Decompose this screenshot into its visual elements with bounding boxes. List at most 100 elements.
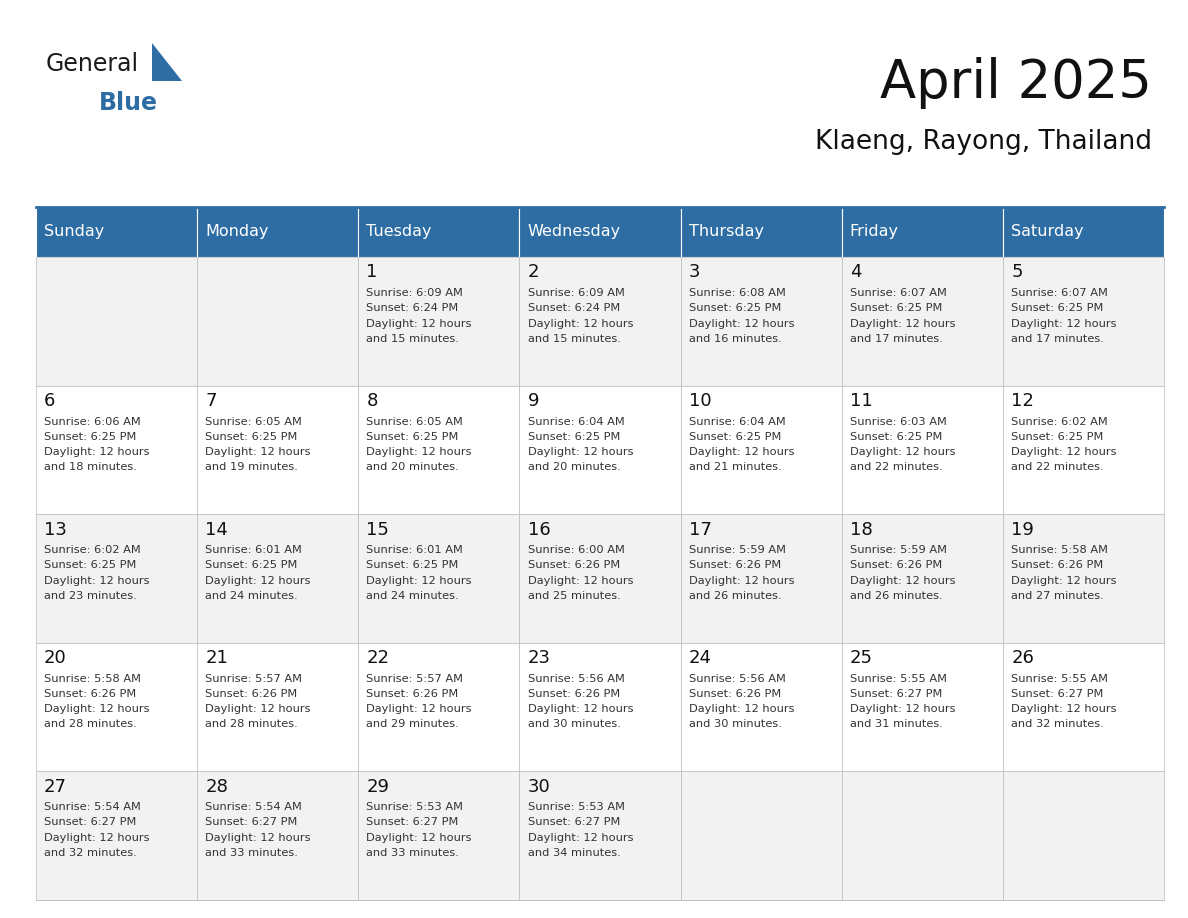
Text: 14: 14 xyxy=(206,521,228,539)
Text: Sunrise: 5:57 AM: Sunrise: 5:57 AM xyxy=(366,674,463,684)
Text: Sunrise: 5:53 AM: Sunrise: 5:53 AM xyxy=(527,802,625,812)
Text: and 24 minutes.: and 24 minutes. xyxy=(206,591,298,600)
Bar xyxy=(681,207,842,257)
Text: and 32 minutes.: and 32 minutes. xyxy=(44,848,137,857)
Bar xyxy=(842,643,1003,771)
Text: Sunset: 6:25 PM: Sunset: 6:25 PM xyxy=(366,560,459,570)
Bar xyxy=(36,207,197,257)
Text: 17: 17 xyxy=(689,521,712,539)
Text: and 30 minutes.: and 30 minutes. xyxy=(527,720,620,729)
Text: Sunset: 6:25 PM: Sunset: 6:25 PM xyxy=(44,432,137,442)
Text: and 22 minutes.: and 22 minutes. xyxy=(851,463,943,472)
Text: and 20 minutes.: and 20 minutes. xyxy=(366,463,460,472)
Bar xyxy=(36,257,197,386)
Bar xyxy=(519,386,681,514)
Text: Klaeng, Rayong, Thailand: Klaeng, Rayong, Thailand xyxy=(815,129,1152,155)
Text: Daylight: 12 hours: Daylight: 12 hours xyxy=(1011,576,1117,586)
Text: Sunset: 6:25 PM: Sunset: 6:25 PM xyxy=(689,432,782,442)
Bar xyxy=(842,771,1003,900)
Bar xyxy=(519,207,681,257)
Text: Sunrise: 5:56 AM: Sunrise: 5:56 AM xyxy=(689,674,785,684)
Text: General: General xyxy=(45,52,138,76)
Text: 7: 7 xyxy=(206,392,216,410)
Text: Sunset: 6:25 PM: Sunset: 6:25 PM xyxy=(689,303,782,313)
Text: Sunset: 6:25 PM: Sunset: 6:25 PM xyxy=(1011,432,1104,442)
Text: and 24 minutes.: and 24 minutes. xyxy=(366,591,459,600)
Text: Sunrise: 6:07 AM: Sunrise: 6:07 AM xyxy=(1011,288,1108,298)
Bar xyxy=(1003,771,1164,900)
Text: Sunset: 6:26 PM: Sunset: 6:26 PM xyxy=(527,688,620,699)
Text: Sunset: 6:24 PM: Sunset: 6:24 PM xyxy=(527,303,620,313)
Text: Sunset: 6:27 PM: Sunset: 6:27 PM xyxy=(851,688,942,699)
Bar xyxy=(358,771,519,900)
Bar xyxy=(1003,257,1164,386)
Text: Daylight: 12 hours: Daylight: 12 hours xyxy=(366,576,472,586)
Text: 19: 19 xyxy=(1011,521,1035,539)
Text: Blue: Blue xyxy=(99,91,158,115)
Text: Sunrise: 6:02 AM: Sunrise: 6:02 AM xyxy=(1011,417,1108,427)
Text: Sunday: Sunday xyxy=(44,224,105,240)
Text: Sunset: 6:27 PM: Sunset: 6:27 PM xyxy=(44,817,137,827)
Text: Sunset: 6:26 PM: Sunset: 6:26 PM xyxy=(527,560,620,570)
Text: 24: 24 xyxy=(689,649,712,667)
Bar xyxy=(358,207,519,257)
Text: and 33 minutes.: and 33 minutes. xyxy=(206,848,298,857)
Text: Daylight: 12 hours: Daylight: 12 hours xyxy=(44,704,150,714)
Text: Daylight: 12 hours: Daylight: 12 hours xyxy=(206,447,311,457)
Text: and 34 minutes.: and 34 minutes. xyxy=(527,848,620,857)
Bar xyxy=(197,771,358,900)
Text: Sunset: 6:25 PM: Sunset: 6:25 PM xyxy=(527,432,620,442)
Text: 30: 30 xyxy=(527,778,550,796)
Text: and 16 minutes.: and 16 minutes. xyxy=(689,334,782,343)
Text: 18: 18 xyxy=(851,521,873,539)
Text: Sunrise: 5:59 AM: Sunrise: 5:59 AM xyxy=(851,545,947,555)
Text: Sunset: 6:25 PM: Sunset: 6:25 PM xyxy=(44,560,137,570)
Text: Sunrise: 5:58 AM: Sunrise: 5:58 AM xyxy=(1011,545,1108,555)
Bar xyxy=(842,386,1003,514)
Text: Daylight: 12 hours: Daylight: 12 hours xyxy=(689,447,795,457)
Text: Daylight: 12 hours: Daylight: 12 hours xyxy=(206,576,311,586)
Text: April 2025: April 2025 xyxy=(880,57,1152,108)
Text: Friday: Friday xyxy=(849,224,899,240)
Text: 11: 11 xyxy=(851,392,873,410)
Text: Sunrise: 6:04 AM: Sunrise: 6:04 AM xyxy=(527,417,625,427)
Text: and 25 minutes.: and 25 minutes. xyxy=(527,591,620,600)
Text: Sunset: 6:26 PM: Sunset: 6:26 PM xyxy=(206,688,297,699)
Bar xyxy=(1003,643,1164,771)
Text: Sunset: 6:25 PM: Sunset: 6:25 PM xyxy=(851,303,942,313)
Text: and 20 minutes.: and 20 minutes. xyxy=(527,463,620,472)
Text: Sunrise: 6:02 AM: Sunrise: 6:02 AM xyxy=(44,545,140,555)
Bar xyxy=(842,207,1003,257)
Text: Sunrise: 6:09 AM: Sunrise: 6:09 AM xyxy=(527,288,625,298)
Text: Daylight: 12 hours: Daylight: 12 hours xyxy=(366,833,472,843)
Bar xyxy=(681,771,842,900)
Text: 23: 23 xyxy=(527,649,551,667)
Text: Daylight: 12 hours: Daylight: 12 hours xyxy=(44,833,150,843)
Text: Sunrise: 6:09 AM: Sunrise: 6:09 AM xyxy=(366,288,463,298)
Bar xyxy=(36,514,197,643)
Text: Sunset: 6:25 PM: Sunset: 6:25 PM xyxy=(851,432,942,442)
Bar xyxy=(197,257,358,386)
Bar xyxy=(197,514,358,643)
Bar xyxy=(681,386,842,514)
Text: Thursday: Thursday xyxy=(689,224,764,240)
Text: 16: 16 xyxy=(527,521,550,539)
Text: 21: 21 xyxy=(206,649,228,667)
Text: 3: 3 xyxy=(689,263,701,282)
Text: Sunrise: 6:04 AM: Sunrise: 6:04 AM xyxy=(689,417,785,427)
Text: Daylight: 12 hours: Daylight: 12 hours xyxy=(527,576,633,586)
Text: 28: 28 xyxy=(206,778,228,796)
Text: Daylight: 12 hours: Daylight: 12 hours xyxy=(1011,319,1117,329)
Text: Daylight: 12 hours: Daylight: 12 hours xyxy=(44,447,150,457)
Bar xyxy=(1003,514,1164,643)
Text: Daylight: 12 hours: Daylight: 12 hours xyxy=(527,704,633,714)
Text: Daylight: 12 hours: Daylight: 12 hours xyxy=(206,833,311,843)
Text: Sunset: 6:25 PM: Sunset: 6:25 PM xyxy=(1011,303,1104,313)
Text: and 26 minutes.: and 26 minutes. xyxy=(851,591,943,600)
Text: 5: 5 xyxy=(1011,263,1023,282)
Text: Daylight: 12 hours: Daylight: 12 hours xyxy=(689,704,795,714)
Text: Sunset: 6:25 PM: Sunset: 6:25 PM xyxy=(206,560,297,570)
Text: 27: 27 xyxy=(44,778,67,796)
Text: Sunrise: 5:57 AM: Sunrise: 5:57 AM xyxy=(206,674,302,684)
Text: 13: 13 xyxy=(44,521,67,539)
